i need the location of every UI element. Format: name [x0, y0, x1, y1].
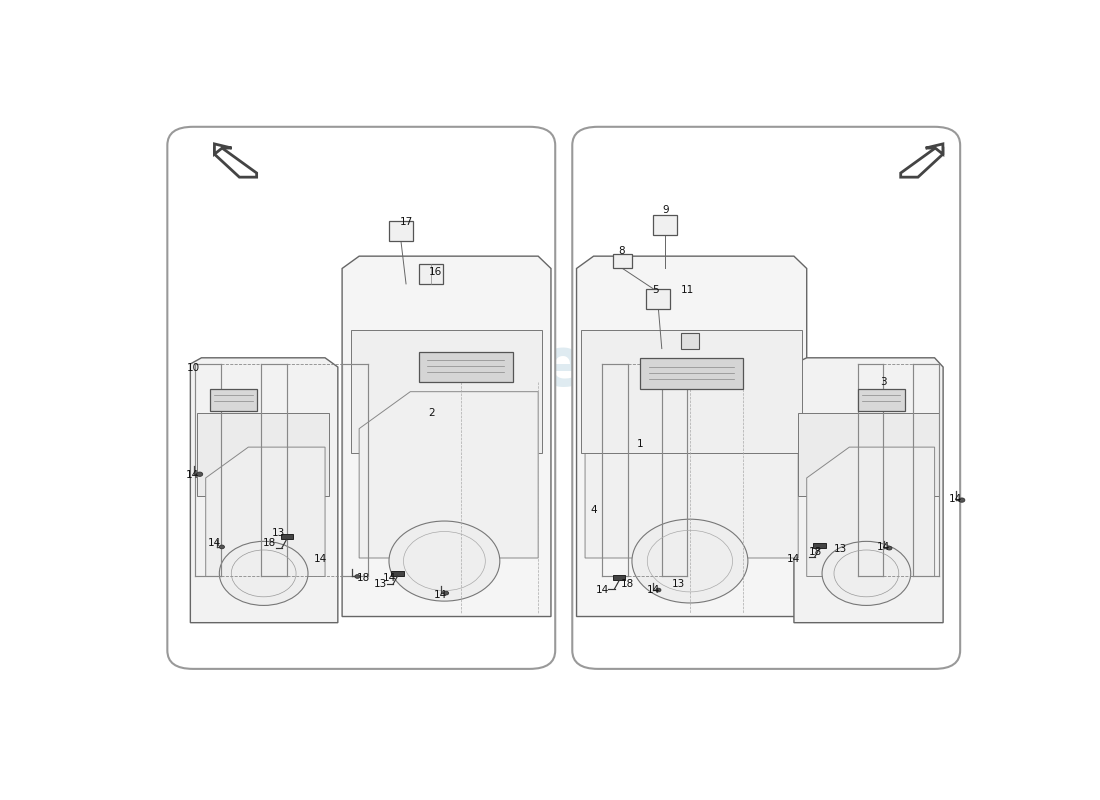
Polygon shape — [613, 575, 625, 581]
Polygon shape — [359, 392, 538, 558]
Polygon shape — [901, 148, 943, 177]
Text: 3: 3 — [880, 378, 887, 387]
Circle shape — [959, 498, 965, 502]
Text: 16: 16 — [429, 266, 442, 277]
Polygon shape — [392, 570, 404, 576]
FancyBboxPatch shape — [572, 127, 960, 669]
Text: 14: 14 — [383, 573, 396, 582]
Circle shape — [219, 545, 224, 549]
Text: 1: 1 — [637, 439, 644, 449]
Text: 14: 14 — [647, 585, 660, 595]
Circle shape — [631, 519, 748, 603]
Polygon shape — [813, 543, 826, 549]
Text: 14: 14 — [595, 585, 608, 595]
Circle shape — [197, 472, 202, 476]
Circle shape — [219, 542, 308, 606]
Text: 18: 18 — [808, 547, 822, 557]
Text: 14: 14 — [788, 554, 801, 564]
Circle shape — [822, 542, 911, 606]
Text: 13: 13 — [374, 579, 387, 589]
Bar — [681, 333, 700, 349]
Text: 8: 8 — [618, 246, 625, 256]
Circle shape — [656, 588, 661, 592]
Polygon shape — [280, 534, 293, 539]
FancyBboxPatch shape — [167, 127, 556, 669]
Text: 14: 14 — [877, 542, 890, 552]
Text: 9: 9 — [662, 205, 670, 215]
Polygon shape — [858, 389, 904, 411]
Circle shape — [355, 574, 360, 578]
Text: 18: 18 — [263, 538, 276, 547]
Polygon shape — [576, 256, 806, 617]
Polygon shape — [794, 358, 943, 622]
Polygon shape — [214, 148, 256, 177]
Text: 17: 17 — [399, 218, 412, 227]
Text: 13: 13 — [272, 528, 285, 538]
Polygon shape — [351, 330, 542, 454]
Text: 2: 2 — [428, 408, 435, 418]
Circle shape — [887, 546, 892, 550]
Text: 14: 14 — [949, 494, 962, 505]
Polygon shape — [806, 447, 935, 577]
Bar — [389, 221, 412, 241]
Text: 14: 14 — [208, 538, 221, 547]
Polygon shape — [925, 144, 943, 154]
Text: 5: 5 — [652, 285, 659, 295]
Polygon shape — [799, 414, 938, 496]
Text: 10: 10 — [187, 363, 200, 374]
Polygon shape — [640, 358, 742, 389]
Polygon shape — [342, 256, 551, 617]
Text: eurobräkes: eurobräkes — [539, 334, 964, 400]
Polygon shape — [210, 389, 257, 411]
Text: 13: 13 — [672, 579, 685, 589]
Polygon shape — [214, 144, 232, 154]
Text: 13: 13 — [834, 544, 847, 554]
Text: 14: 14 — [315, 554, 328, 564]
Text: 4: 4 — [591, 505, 597, 515]
Text: a passion for quality since 1985: a passion for quality since 1985 — [629, 412, 873, 427]
Bar — [613, 254, 631, 269]
Text: 18: 18 — [356, 573, 370, 582]
Text: 11: 11 — [681, 285, 694, 295]
Bar — [647, 289, 670, 309]
Text: 18: 18 — [621, 579, 635, 589]
Polygon shape — [197, 414, 329, 496]
Bar — [653, 215, 678, 234]
Text: 14: 14 — [433, 590, 447, 600]
Text: 14: 14 — [186, 470, 199, 480]
Circle shape — [389, 521, 499, 601]
Polygon shape — [206, 447, 326, 577]
Polygon shape — [190, 358, 338, 622]
Bar — [419, 264, 442, 284]
Circle shape — [443, 591, 449, 595]
Polygon shape — [581, 330, 803, 454]
Polygon shape — [419, 352, 513, 382]
Polygon shape — [585, 392, 799, 558]
